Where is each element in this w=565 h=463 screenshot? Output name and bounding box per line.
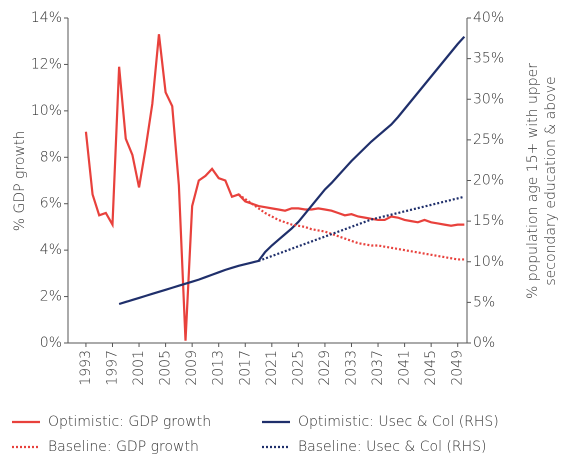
- y2-tick-label: 0%: [473, 335, 495, 351]
- legend-label: Optimistic: GDP growth: [48, 414, 211, 430]
- y-tick-label: 14%: [31, 10, 62, 26]
- y2-tick-label: 5%: [473, 294, 495, 310]
- y-tick-label: 8%: [40, 149, 62, 165]
- x-tick-label: 1997: [104, 350, 120, 386]
- y2-axis-label: % population age 15+ with upper: [525, 63, 541, 299]
- x-tick-label: 2005: [158, 350, 174, 386]
- y2-tick-label: 15%: [473, 213, 504, 229]
- legend-label: Baseline: GDP growth: [48, 439, 199, 455]
- y-tick-label: 10%: [31, 103, 62, 119]
- series-line: [237, 193, 465, 261]
- x-tick-label: 2013: [211, 350, 227, 386]
- legend-label: Baseline: Usec & Col (RHS): [298, 439, 487, 455]
- y2-tick-label: 40%: [473, 10, 504, 26]
- x-tick-label: 2049: [450, 350, 466, 386]
- y2-axis-label: secondary education & above: [543, 76, 559, 285]
- x-tick-label: 2009: [184, 350, 200, 386]
- y-tick-label: 0%: [40, 335, 62, 351]
- y2-tick-label: 35%: [473, 51, 504, 67]
- series-line: [118, 35, 466, 306]
- y-axis-label: % GDP growth: [12, 131, 28, 232]
- x-tick-label: 2037: [370, 350, 386, 386]
- y-tick-label: 12%: [31, 56, 62, 72]
- x-tick-label: 2033: [343, 350, 359, 386]
- y-tick-label: 2%: [40, 289, 62, 305]
- series-line: [84, 34, 465, 341]
- y2-tick-label: 25%: [473, 132, 504, 148]
- x-tick-label: 2045: [423, 350, 439, 386]
- x-tick-label: 2001: [131, 350, 147, 386]
- x-tick-label: 2041: [397, 350, 413, 386]
- x-tick-label: 2029: [317, 350, 333, 386]
- x-tick-label: 1993: [78, 350, 94, 386]
- y-tick-label: 6%: [40, 196, 62, 212]
- y2-tick-label: 10%: [473, 254, 504, 270]
- series-line: [258, 195, 465, 262]
- x-tick-label: 2021: [264, 350, 280, 386]
- x-tick-label: 2017: [237, 350, 253, 386]
- legend-label: Optimistic: Usec & Col (RHS): [298, 414, 499, 430]
- y-tick-label: 4%: [40, 242, 62, 258]
- y2-tick-label: 30%: [473, 91, 504, 107]
- x-tick-label: 2025: [290, 350, 306, 386]
- y2-tick-label: 20%: [473, 173, 504, 189]
